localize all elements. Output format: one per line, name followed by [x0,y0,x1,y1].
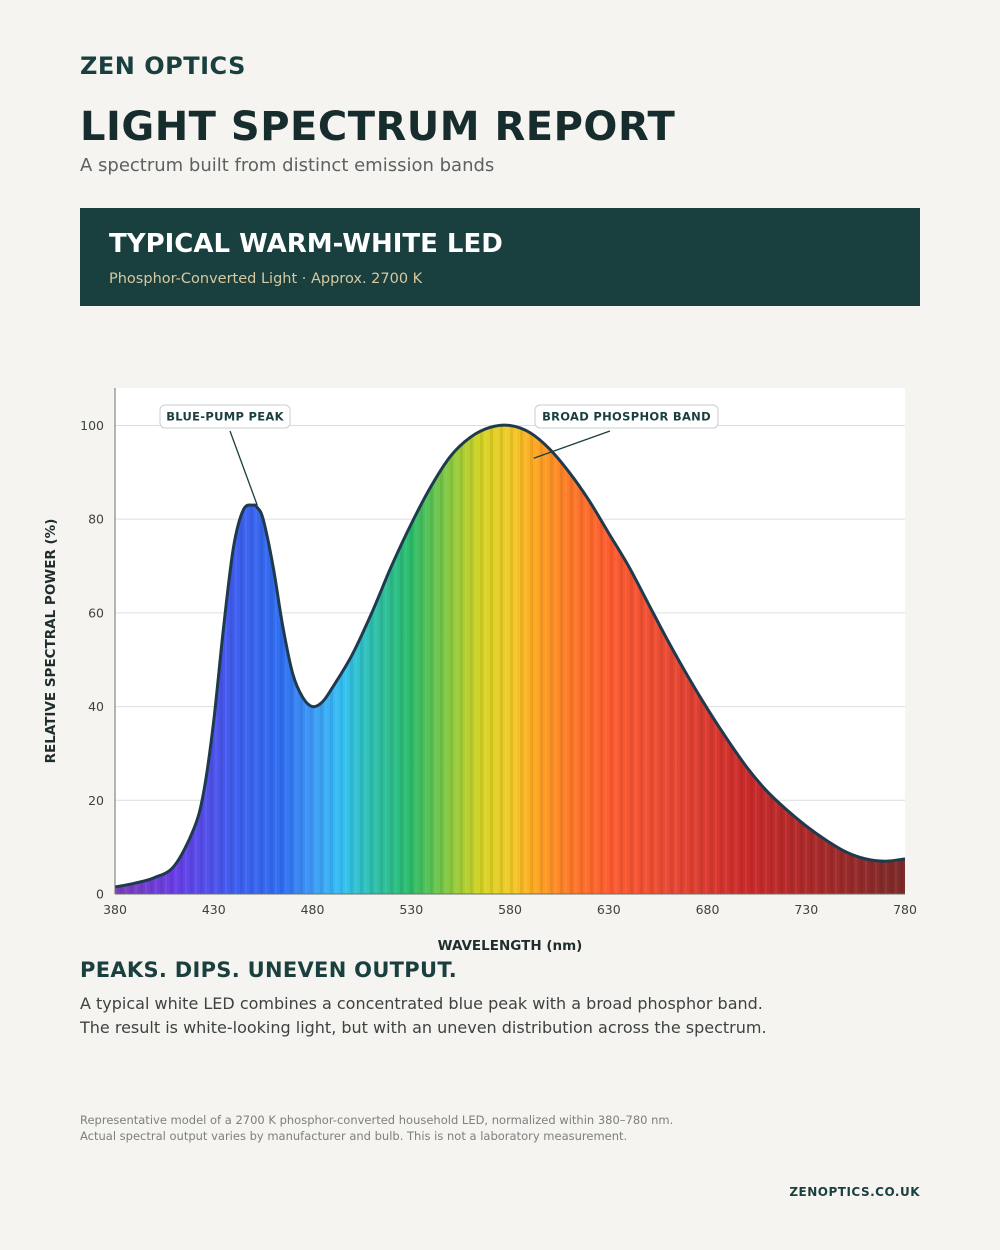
chart-callouts: BLUE-PUMP PEAK BROAD PHOSPHOR BAND [159,404,719,506]
section-heading: PEAKS. DIPS. UNEVEN OUTPUT. [80,958,458,982]
body-line-1: A typical white LED combines a concentra… [80,994,763,1013]
footnote: Representative model of a 2700 K phospho… [80,1112,673,1144]
y-tick-label: 40 [88,699,104,714]
y-axis-ticks: 0 20 40 60 80 100 [80,418,104,902]
footnote-line-2: Actual spectral output varies by manufac… [80,1129,628,1143]
footnote-line-1: Representative model of a 2700 K phospho… [80,1113,674,1127]
banner-title: TYPICAL WARM-WHITE LED [109,229,503,259]
x-tick-label: 430 [202,902,226,917]
website-link[interactable]: ZENOPTICS.CO.UK [789,1185,920,1199]
callout-label: BLUE-PUMP PEAK [166,410,284,424]
y-tick-label: 20 [88,793,104,808]
x-tick-label: 630 [597,902,621,917]
x-tick-label: 530 [399,902,423,917]
light-source-banner: TYPICAL WARM-WHITE LED Phosphor-Converte… [80,208,920,306]
callout-box [159,404,291,429]
x-tick-label: 780 [893,902,917,917]
x-tick-label: 480 [301,902,325,917]
x-axis-ticks: 380 430 480 530 580 630 680 730 780 [103,902,917,917]
y-axis-title: RELATIVE SPECTRAL POWER (%) [43,519,59,764]
page-subtitle: A spectrum built from distinct emission … [80,155,495,176]
spectrum-chart: 380 430 480 530 580 630 680 730 780 0 20 40 60 80 100… [43,388,917,954]
x-tick-label: 580 [498,902,522,917]
banner-subtitle: Phosphor-Converted Light · Approx. 2700 … [109,271,423,287]
x-tick-label: 380 [103,902,127,917]
y-tick-label: 60 [88,605,104,620]
callout-label: BROAD PHOSPHOR BAND [542,410,711,424]
y-tick-label: 100 [80,418,104,433]
body-line-2: The result is white-looking light, but w… [80,1018,767,1037]
page-title: LIGHT SPECTRUM REPORT [80,104,676,150]
section-body: A typical white LED combines a concentra… [80,992,767,1040]
x-axis-title: WAVELENGTH (nm) [438,938,583,954]
x-tick-label: 680 [696,902,720,917]
callout-box [534,404,719,429]
callout-leader-line [229,430,258,506]
callout-leader-line [533,430,611,459]
spectrum-curve [114,423,906,889]
x-tick-label: 730 [794,902,818,917]
brand-logo-text: ZEN OPTICS [80,52,246,80]
y-tick-label: 80 [88,512,104,527]
y-tick-label: 0 [96,887,104,902]
